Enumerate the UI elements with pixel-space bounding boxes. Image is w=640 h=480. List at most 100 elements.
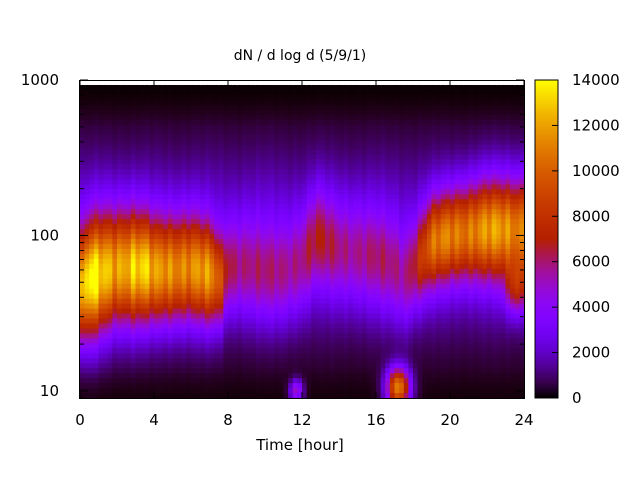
heatmap-cell [366,253,372,260]
heatmap-cell [334,308,340,315]
heatmap-cell [121,378,127,384]
heatmap-cell [186,268,192,275]
heatmap-cell [315,258,322,265]
heatmap-cell [283,363,289,369]
heatmap-cell [311,323,317,330]
heatmap-cell [325,258,331,265]
heatmap-cell [269,323,275,330]
heatmap-cell [408,219,414,225]
heatmap-cell [283,353,289,359]
heatmap-cell [237,298,243,305]
heatmap-cell [121,129,127,136]
heatmap-cell [209,393,215,399]
heatmap-cell [260,373,266,379]
heatmap-cell [288,174,294,180]
heatmap-cell [329,338,335,344]
heatmap-cell [352,278,359,285]
heatmap-cell [389,308,396,315]
heatmap-cell [195,129,201,136]
heatmap-cell [126,154,132,161]
heatmap-cell [103,234,109,240]
heatmap-cell [209,273,215,280]
heatmap-cell [144,174,150,180]
heatmap-cell [320,278,326,285]
heatmap-cell [274,243,280,250]
heatmap-cell [265,164,271,171]
heatmap-cell [126,84,132,91]
heatmap-cell [431,348,437,354]
heatmap-cell [130,104,137,111]
heatmap-cell [191,388,197,394]
heatmap-cell [366,243,372,250]
heatmap-cell [274,159,280,166]
heatmap-cell [385,129,391,136]
heatmap-cell [431,219,437,225]
heatmap-cell [84,278,90,285]
heatmap-cell [186,258,192,265]
heatmap-cell [200,243,206,250]
heatmap-cell [385,99,391,106]
heatmap-cell [130,179,137,185]
heatmap-cell [107,179,113,185]
heatmap-cell [436,318,442,325]
heatmap-cell [191,129,197,136]
heatmap-cell [98,219,104,225]
heatmap-cell [348,393,354,399]
heatmap-cell [93,388,100,394]
heatmap-cell [84,348,90,354]
heatmap-cell [204,378,211,384]
heatmap-cell [269,124,275,131]
heatmap-cell [103,253,109,260]
heatmap-cell [278,239,285,245]
heatmap-cell [84,129,90,136]
heatmap-cell [89,209,95,215]
heatmap-cell [158,194,164,200]
heatmap-cell [408,234,414,240]
heatmap-cell [186,149,192,156]
heatmap-cell [195,104,201,111]
heatmap-cell [403,199,409,205]
heatmap-cell [306,338,312,344]
heatmap-cell [255,388,261,394]
heatmap-cell [130,288,137,295]
heatmap-cell [283,139,289,146]
heatmap-cell [426,363,433,369]
heatmap-cell [431,234,437,240]
heatmap-cell [334,363,340,369]
heatmap-cell [223,219,229,225]
heatmap-cell [366,278,372,285]
heatmap-cell [214,278,220,285]
heatmap-cell [394,343,400,349]
heatmap-cell [352,119,359,126]
heatmap-cell [288,159,294,166]
heatmap-cell [255,144,261,151]
heatmap-cell [246,378,252,384]
heatmap-cell [181,363,187,369]
heatmap-cell [181,184,187,190]
heatmap-cell [172,328,178,335]
heatmap-cell [103,239,109,245]
heatmap-cell [339,288,345,295]
heatmap-cell [232,189,238,195]
heatmap-cell [283,174,289,180]
heatmap-cell [144,169,150,176]
heatmap-cell [283,378,289,384]
heatmap-cell [343,224,349,230]
heatmap-cell [130,134,137,141]
heatmap-cell [237,313,243,320]
heatmap-cell [343,219,349,225]
heatmap-cell [265,343,271,349]
heatmap-cell [325,278,331,285]
heatmap-cell [167,298,174,305]
heatmap-cell [352,134,359,141]
heatmap-cell [394,278,400,285]
heatmap-cell [325,189,331,195]
heatmap-cell [389,378,396,384]
heatmap-cell [339,189,345,195]
heatmap-cell [292,209,298,215]
heatmap-cell [84,144,90,151]
heatmap-cell [403,204,409,210]
heatmap-cell [357,323,363,330]
heatmap-cell [339,283,345,290]
heatmap-cell [339,99,345,106]
